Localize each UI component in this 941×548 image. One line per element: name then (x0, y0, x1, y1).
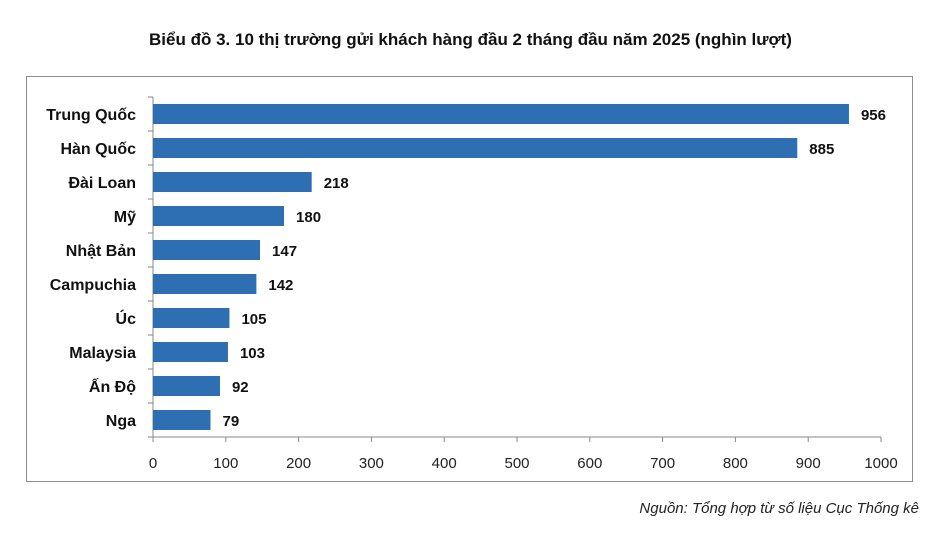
category-label: Ấn Độ (89, 377, 136, 396)
category-label: Campuchia (50, 277, 136, 294)
bar (153, 274, 257, 294)
bar (153, 172, 312, 192)
category-label: Mỹ (114, 209, 136, 226)
x-tick-label: 900 (796, 455, 821, 472)
bar (153, 240, 261, 260)
category-label: Trung Quốc (46, 107, 136, 124)
bar (153, 308, 230, 328)
x-tick-label: 300 (359, 455, 384, 472)
chart-title: Biểu đồ 3. 10 thị trường gửi khách hàng … (149, 30, 792, 49)
x-tick-label: 100 (213, 455, 238, 472)
category-label: Malaysia (69, 345, 136, 362)
x-tick-label: 800 (723, 455, 748, 472)
source-note: Nguồn: Tổng hợp từ số liệu Cục Thống kê (639, 500, 919, 517)
bar (153, 410, 211, 430)
data-label: 103 (240, 345, 265, 362)
data-label: 885 (809, 141, 834, 158)
x-tick-label: 600 (577, 455, 602, 472)
bar (153, 104, 849, 124)
x-tick-label: 500 (504, 455, 529, 472)
x-tick-label: 400 (432, 455, 457, 472)
bar (153, 138, 798, 158)
data-label: 218 (324, 175, 349, 192)
bar (153, 376, 220, 396)
data-label: 956 (861, 107, 886, 124)
data-label: 180 (296, 209, 321, 226)
bar (153, 342, 228, 362)
category-label: Đài Loan (68, 175, 136, 192)
bar (153, 206, 285, 226)
data-label: 92 (232, 379, 249, 396)
x-tick-label: 700 (650, 455, 675, 472)
category-label: Nga (106, 413, 136, 430)
category-label: Úc (116, 309, 137, 328)
category-label: Nhật Bản (66, 243, 136, 260)
category-label: Hàn Quốc (60, 141, 136, 158)
data-label: 79 (223, 413, 240, 430)
x-tick-label: 0 (149, 455, 157, 472)
data-label: 142 (268, 277, 293, 294)
chart-frame (26, 76, 913, 482)
data-label: 105 (241, 311, 266, 328)
data-label: 147 (272, 243, 297, 260)
x-tick-label: 1000 (864, 455, 897, 472)
x-tick-label: 200 (286, 455, 311, 472)
